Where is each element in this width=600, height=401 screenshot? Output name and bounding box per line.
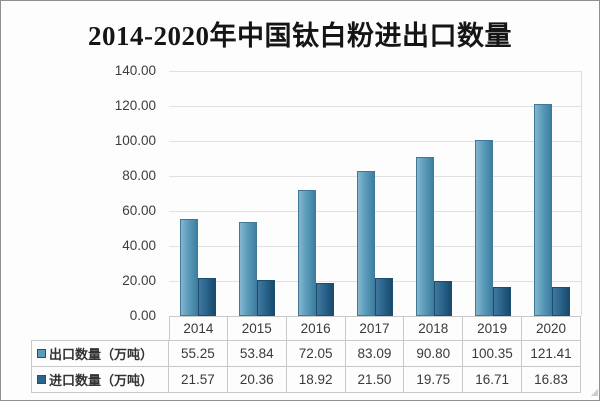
bar-export-2018 — [415, 157, 434, 316]
y-axis-tick-label: 100.00 — [114, 133, 156, 148]
y-axis-tick-label: 20.00 — [122, 273, 156, 288]
bar-export-2020 — [533, 103, 552, 316]
table-year-2017: 2017 — [345, 316, 405, 341]
y-axis-tick-label: 60.00 — [122, 203, 156, 218]
table-value-import-2018: 19.75 — [404, 367, 464, 393]
table-value-export-2017: 83.09 — [345, 341, 405, 367]
bar-export-2016 — [298, 189, 317, 316]
table-value-export-2014: 55.25 — [169, 341, 228, 367]
table-year-2015: 2015 — [227, 316, 287, 341]
table-year-2019: 2019 — [463, 316, 523, 341]
bar-import-2018 — [433, 281, 452, 316]
y-axis-tick-label: 120.00 — [114, 98, 156, 113]
data-table: 2014 2015 2016 2017 2018 2019 2020 出口数量（万吨） 55.2… — [31, 316, 581, 393]
y-axis-tick-label: 80.00 — [122, 168, 156, 183]
legend-key-import-icon — [37, 375, 46, 384]
bar-import-2020 — [551, 286, 570, 316]
table-value-import-2017: 21.50 — [345, 367, 405, 393]
table-year-2016: 2016 — [286, 316, 346, 341]
gridline-140.00 — [169, 71, 581, 72]
legend-label-import: 进口数量（万吨） — [49, 373, 154, 388]
bar-export-2019 — [474, 140, 493, 316]
legend-label-export: 出口数量（万吨） — [49, 347, 154, 362]
bar-import-2016 — [316, 282, 335, 316]
table-value-import-2014: 21.57 — [169, 367, 228, 393]
bar-group-2015 — [228, 71, 287, 316]
gridline-100.00 — [169, 141, 581, 142]
y-axis-tick-label: 40.00 — [122, 238, 156, 253]
bar-group-2014 — [169, 71, 228, 316]
plot-right-border — [581, 71, 582, 316]
bar-import-2015 — [257, 280, 276, 316]
table-value-import-2015: 20.36 — [227, 367, 287, 393]
bar-group-2016 — [287, 71, 346, 316]
gridline-40.00 — [169, 246, 581, 247]
table-value-export-2020: 121.41 — [522, 341, 581, 367]
table-year-2014: 2014 — [169, 316, 228, 341]
bar-export-2017 — [356, 170, 375, 316]
watermark-fragment — [591, 387, 598, 396]
bar-import-2014 — [198, 278, 217, 316]
table-value-export-2015: 53.84 — [227, 341, 287, 367]
y-axis-tick-label: 140.00 — [114, 63, 156, 78]
legend-cell-export: 出口数量（万吨） — [31, 341, 169, 367]
table-value-import-2019: 16.71 — [463, 367, 523, 393]
gridline-120.00 — [169, 106, 581, 107]
table-corner-cell — [31, 316, 169, 341]
table-value-import-2016: 18.92 — [286, 367, 346, 393]
table-year-2018: 2018 — [404, 316, 464, 341]
bar-export-2015 — [239, 221, 258, 316]
table-value-export-2016: 72.05 — [286, 341, 346, 367]
bar-import-2017 — [374, 278, 393, 316]
bar-group-2017 — [346, 71, 405, 316]
table-value-export-2019: 100.35 — [463, 341, 523, 367]
gridline-60.00 — [169, 211, 581, 212]
legend-key-export-icon — [37, 349, 46, 358]
gridline-80.00 — [169, 176, 581, 177]
bar-group-2018 — [404, 71, 463, 316]
table-value-import-2020: 16.83 — [522, 367, 581, 393]
table-year-2020: 2020 — [522, 316, 581, 341]
bar-export-2014 — [180, 219, 199, 316]
bar-group-2019 — [463, 71, 522, 316]
y-axis-tick-label: 0.00 — [129, 308, 156, 323]
bar-import-2019 — [492, 286, 511, 316]
bar-group-2020 — [522, 71, 581, 316]
legend-cell-import: 进口数量（万吨） — [31, 367, 169, 393]
table-value-export-2018: 90.80 — [404, 341, 464, 367]
chart-title: 2014-2020年中国钛白粉进出口数量 — [88, 21, 512, 51]
